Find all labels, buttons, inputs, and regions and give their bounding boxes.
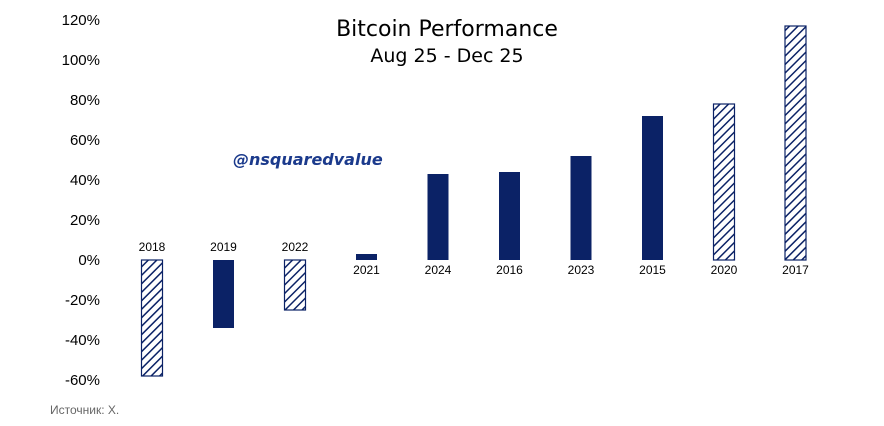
bar-2021 — [356, 254, 377, 260]
category-label-2023: 2023 — [568, 263, 595, 277]
y-tick-label: -40% — [65, 332, 100, 349]
y-tick-label: 60% — [70, 132, 100, 149]
y-tick-label: 20% — [70, 212, 100, 229]
bars: 2018 2019 2022 2021 2024 2016 2023 2015 2020 2017 — [139, 25, 809, 377]
bar-2020 — [712, 103, 736, 261]
bar-2023 — [570, 156, 592, 260]
category-label-2021: 2021 — [353, 263, 380, 277]
y-tick-label: -20% — [65, 292, 100, 309]
y-tick-label: -60% — [65, 372, 100, 389]
y-tick-label: 0% — [78, 252, 100, 269]
bar-2019 — [213, 260, 234, 328]
bar-2016 — [499, 172, 520, 260]
bar-2024 — [427, 174, 449, 260]
category-label-2022: 2022 — [282, 240, 309, 254]
bar-2017 — [784, 25, 807, 261]
category-label-2015: 2015 — [639, 263, 666, 277]
chart-title: Bitcoin Performance — [336, 17, 558, 42]
source-note: Источник: X. — [50, 403, 120, 417]
y-axis: 120% 100% 80% 60% 40% 20% 0% -20% -40% -60% — [62, 12, 100, 389]
category-label-2017: 2017 — [782, 263, 809, 277]
category-label-2018: 2018 — [139, 240, 166, 254]
y-tick-label: 100% — [62, 52, 100, 69]
bar-2015 — [642, 116, 663, 260]
category-label-2024: 2024 — [425, 263, 452, 277]
chart-subtitle: Aug 25 - Dec 25 — [370, 45, 523, 67]
bar-2018 — [140, 259, 164, 377]
y-tick-label: 80% — [70, 92, 100, 109]
y-tick-label: 120% — [62, 12, 100, 29]
bar-2022 — [283, 259, 307, 311]
watermark: @nsquaredvalue — [233, 150, 383, 169]
category-label-2016: 2016 — [496, 263, 523, 277]
y-tick-label: 40% — [70, 172, 100, 189]
category-label-2019: 2019 — [210, 240, 237, 254]
category-label-2020: 2020 — [711, 263, 738, 277]
